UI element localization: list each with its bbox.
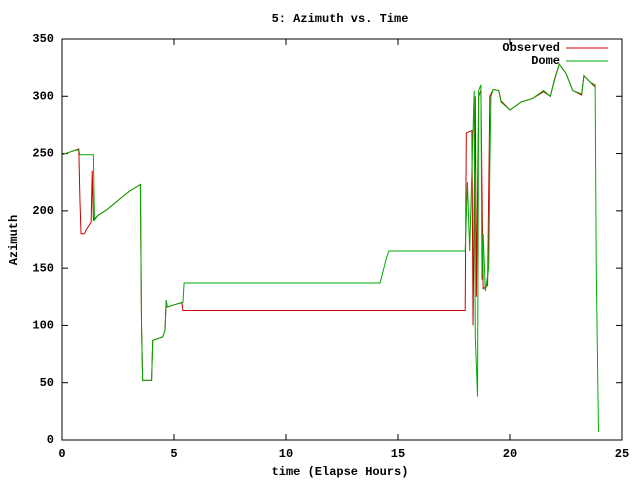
- x-axis-label: time (Elapse Hours): [272, 465, 409, 479]
- x-tick-label: 25: [615, 447, 629, 461]
- y-tick-label: 350: [32, 32, 54, 46]
- y-tick-label: 50: [40, 376, 54, 390]
- y-tick-label: 300: [32, 89, 54, 103]
- y-tick-label: 250: [32, 147, 54, 161]
- legend-label: Dome: [531, 54, 560, 68]
- chart-title: 5: Azimuth vs. Time: [272, 12, 409, 26]
- legend-label: Observed: [502, 41, 560, 55]
- plot-border: [61, 38, 623, 441]
- x-tick-label: 0: [58, 447, 65, 461]
- y-tick-label: 100: [32, 319, 54, 333]
- x-tick-label: 20: [503, 447, 517, 461]
- y-axis-label: Azimuth: [7, 215, 21, 265]
- x-tick-label: 5: [170, 447, 177, 461]
- data-line: [61, 63, 599, 432]
- y-tick-label: 200: [32, 204, 54, 218]
- x-tick-label: 10: [279, 447, 293, 461]
- data-line: [61, 63, 596, 381]
- y-tick-label: 150: [32, 261, 54, 275]
- y-tick-label: 0: [47, 433, 54, 447]
- x-tick-label: 15: [391, 447, 405, 461]
